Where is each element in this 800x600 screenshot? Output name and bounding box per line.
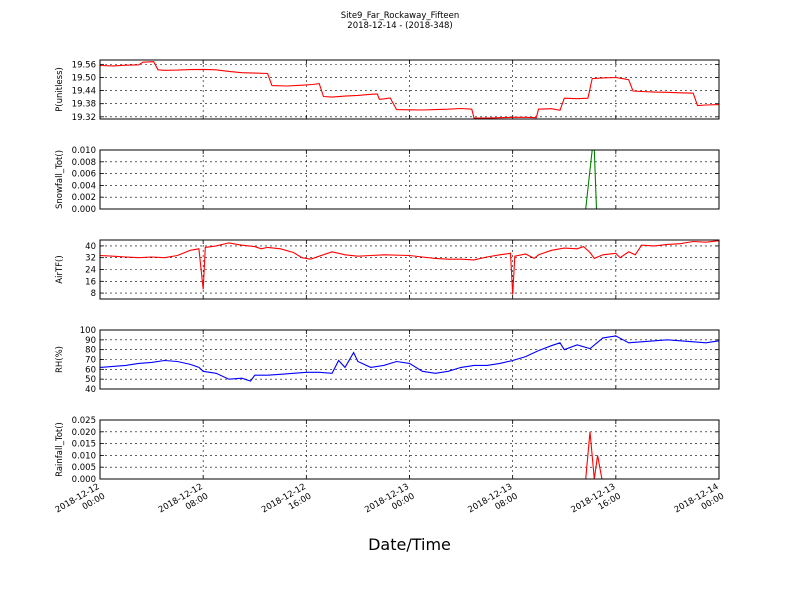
y-tick-label: 19.44 (72, 87, 96, 97)
y-tick-label: 19.32 (72, 113, 96, 123)
x-tick-label: 2018-12-1316:00 (570, 482, 623, 525)
y-tick-label: 0.015 (72, 440, 96, 450)
y-tick-label: 60 (85, 365, 96, 375)
y-tick-label: 0.010 (72, 146, 96, 156)
y-tick-label: 0.005 (72, 463, 96, 473)
y-tick-label: 16 (85, 277, 96, 287)
plot-frame (99, 59, 720, 120)
y-tick-label: 0.010 (72, 451, 96, 461)
plot-frame (99, 329, 720, 390)
y-tick-label: 0.008 (72, 158, 96, 168)
series-line (100, 240, 719, 295)
y-tick-label: 0.000 (72, 205, 96, 215)
y-tick-label: 8 (91, 289, 96, 299)
y-tick-label: 70 (85, 356, 96, 366)
y-axis-label: Snowfall_Tot() (55, 150, 65, 209)
chart-subtitle: 2018-12-14 - (2018-348) (347, 21, 453, 31)
series-line (100, 335, 719, 382)
panel-1: 19.32 19.38 19.44 19.50 19.56 P(unitless) (55, 59, 720, 123)
x-tick-label: 2018-12-1400:00 (673, 482, 726, 525)
x-tick-label: 2018-12-1216:00 (260, 482, 313, 525)
y-tick-label: 19.56 (72, 60, 96, 70)
y-tick-label: 40 (85, 242, 96, 252)
x-tick-label: 2018-12-1200:00 (54, 482, 107, 525)
y-tick-label: 0.020 (72, 428, 96, 438)
y-tick-label: 32 (85, 254, 96, 264)
x-tick-label: 2018-12-1308:00 (466, 482, 519, 525)
plot-frame (99, 239, 720, 300)
panels-group: 19.32 19.38 19.44 19.50 19.56 P(unitless) 0.00… (54, 59, 726, 525)
y-tick-label: 0.000 (72, 475, 96, 485)
y-tick-label: 0.025 (72, 416, 96, 426)
x-tick-label: 2018-12-1300:00 (363, 482, 416, 525)
y-tick-label: 24 (85, 266, 96, 276)
y-tick-label: 0.002 (72, 193, 96, 203)
y-axis-label: P(unitless) (55, 67, 65, 112)
y-tick-label: 19.50 (72, 73, 96, 83)
plot-frame (99, 149, 720, 210)
x-axis-label: Date/Time (368, 535, 451, 554)
x-tick-label: 2018-12-1208:00 (157, 482, 210, 525)
y-axis-label: AirTF() (55, 255, 65, 283)
y-tick-label: 80 (85, 346, 96, 356)
y-tick-label: 50 (85, 375, 96, 385)
y-tick-label: 90 (85, 336, 96, 346)
y-axis-label: RH(%) (55, 346, 65, 373)
y-tick-label: 19.38 (72, 100, 96, 110)
plot-frame (99, 419, 720, 480)
chart-title: Site9_Far_Rockaway_Fifteen (340, 11, 460, 21)
y-tick-label: 0.004 (72, 181, 96, 191)
y-tick-label: 100 (80, 326, 96, 336)
y-tick-label: 40 (85, 385, 96, 395)
y-tick-label: 0.006 (72, 170, 96, 180)
series-line (100, 61, 719, 119)
y-axis-label: Rainfall_Tot() (55, 422, 65, 477)
